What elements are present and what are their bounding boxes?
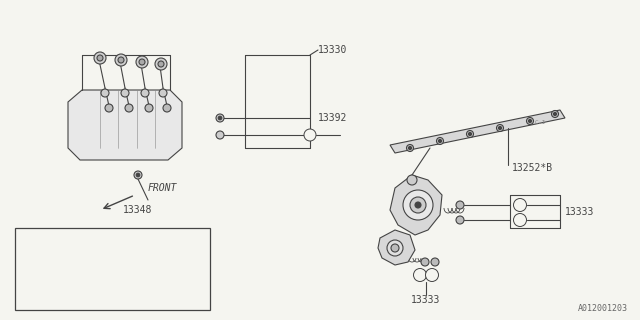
Circle shape xyxy=(554,113,557,116)
Circle shape xyxy=(407,175,417,185)
Circle shape xyxy=(436,138,444,145)
Circle shape xyxy=(118,57,124,63)
Text: 1: 1 xyxy=(25,237,29,246)
Circle shape xyxy=(529,119,531,123)
Circle shape xyxy=(94,52,106,64)
Circle shape xyxy=(97,55,103,61)
Text: 2: 2 xyxy=(518,215,522,225)
Circle shape xyxy=(134,171,142,179)
Circle shape xyxy=(413,268,426,282)
Circle shape xyxy=(426,268,438,282)
Circle shape xyxy=(21,263,33,275)
Circle shape xyxy=(155,58,167,70)
Circle shape xyxy=(410,197,426,213)
Circle shape xyxy=(499,126,502,130)
Text: 3: 3 xyxy=(308,131,312,140)
Circle shape xyxy=(115,54,127,66)
Circle shape xyxy=(552,110,559,117)
Text: 13333: 13333 xyxy=(412,295,441,305)
Text: 3: 3 xyxy=(25,265,29,274)
Text: C.I: C.I xyxy=(534,121,546,125)
Circle shape xyxy=(159,89,167,97)
Circle shape xyxy=(121,89,129,97)
Circle shape xyxy=(304,129,316,141)
Circle shape xyxy=(136,173,140,177)
Circle shape xyxy=(527,117,534,124)
Circle shape xyxy=(163,104,171,112)
Text: 13330: 13330 xyxy=(318,45,348,55)
Circle shape xyxy=(513,198,527,212)
Polygon shape xyxy=(390,175,442,235)
Circle shape xyxy=(101,89,109,97)
Circle shape xyxy=(431,258,439,266)
Polygon shape xyxy=(378,230,415,265)
Circle shape xyxy=(387,240,403,256)
Polygon shape xyxy=(68,90,182,160)
Circle shape xyxy=(391,244,399,252)
Text: C0062: C0062 xyxy=(37,237,63,246)
Circle shape xyxy=(105,104,113,112)
Circle shape xyxy=(113,236,125,248)
Circle shape xyxy=(421,258,429,266)
Circle shape xyxy=(216,114,224,122)
Circle shape xyxy=(513,213,527,227)
Text: 13348: 13348 xyxy=(124,205,153,215)
Circle shape xyxy=(456,216,464,224)
Circle shape xyxy=(145,104,153,112)
Text: 3: 3 xyxy=(25,292,29,301)
Polygon shape xyxy=(390,110,565,153)
Text: 2: 2 xyxy=(116,237,121,246)
Circle shape xyxy=(216,131,224,139)
Circle shape xyxy=(158,61,164,67)
Text: 13234: 13234 xyxy=(129,237,155,246)
Text: A2087B('08MY0704->): A2087B('08MY0704->) xyxy=(37,292,132,301)
Circle shape xyxy=(497,124,504,132)
Circle shape xyxy=(456,201,464,209)
Circle shape xyxy=(21,236,33,248)
Circle shape xyxy=(141,89,149,97)
Polygon shape xyxy=(15,228,210,310)
Circle shape xyxy=(467,131,474,138)
Text: 13252*B: 13252*B xyxy=(512,163,553,173)
Text: A012001203: A012001203 xyxy=(578,304,628,313)
Text: 1: 1 xyxy=(418,270,422,279)
Circle shape xyxy=(139,59,145,65)
Text: 13333: 13333 xyxy=(565,207,595,217)
Circle shape xyxy=(408,147,412,149)
Text: 1: 1 xyxy=(518,201,522,210)
Circle shape xyxy=(21,291,33,302)
Circle shape xyxy=(468,132,472,135)
Circle shape xyxy=(415,202,421,208)
Text: 13392: 13392 xyxy=(318,113,348,123)
Text: 13392  (-'08MY0704): 13392 (-'08MY0704) xyxy=(37,265,132,274)
Text: FRONT: FRONT xyxy=(148,183,177,193)
Circle shape xyxy=(403,190,433,220)
Text: 2: 2 xyxy=(429,270,435,279)
Circle shape xyxy=(406,145,413,151)
Circle shape xyxy=(218,116,222,120)
Circle shape xyxy=(438,140,442,142)
Circle shape xyxy=(136,56,148,68)
Circle shape xyxy=(125,104,133,112)
